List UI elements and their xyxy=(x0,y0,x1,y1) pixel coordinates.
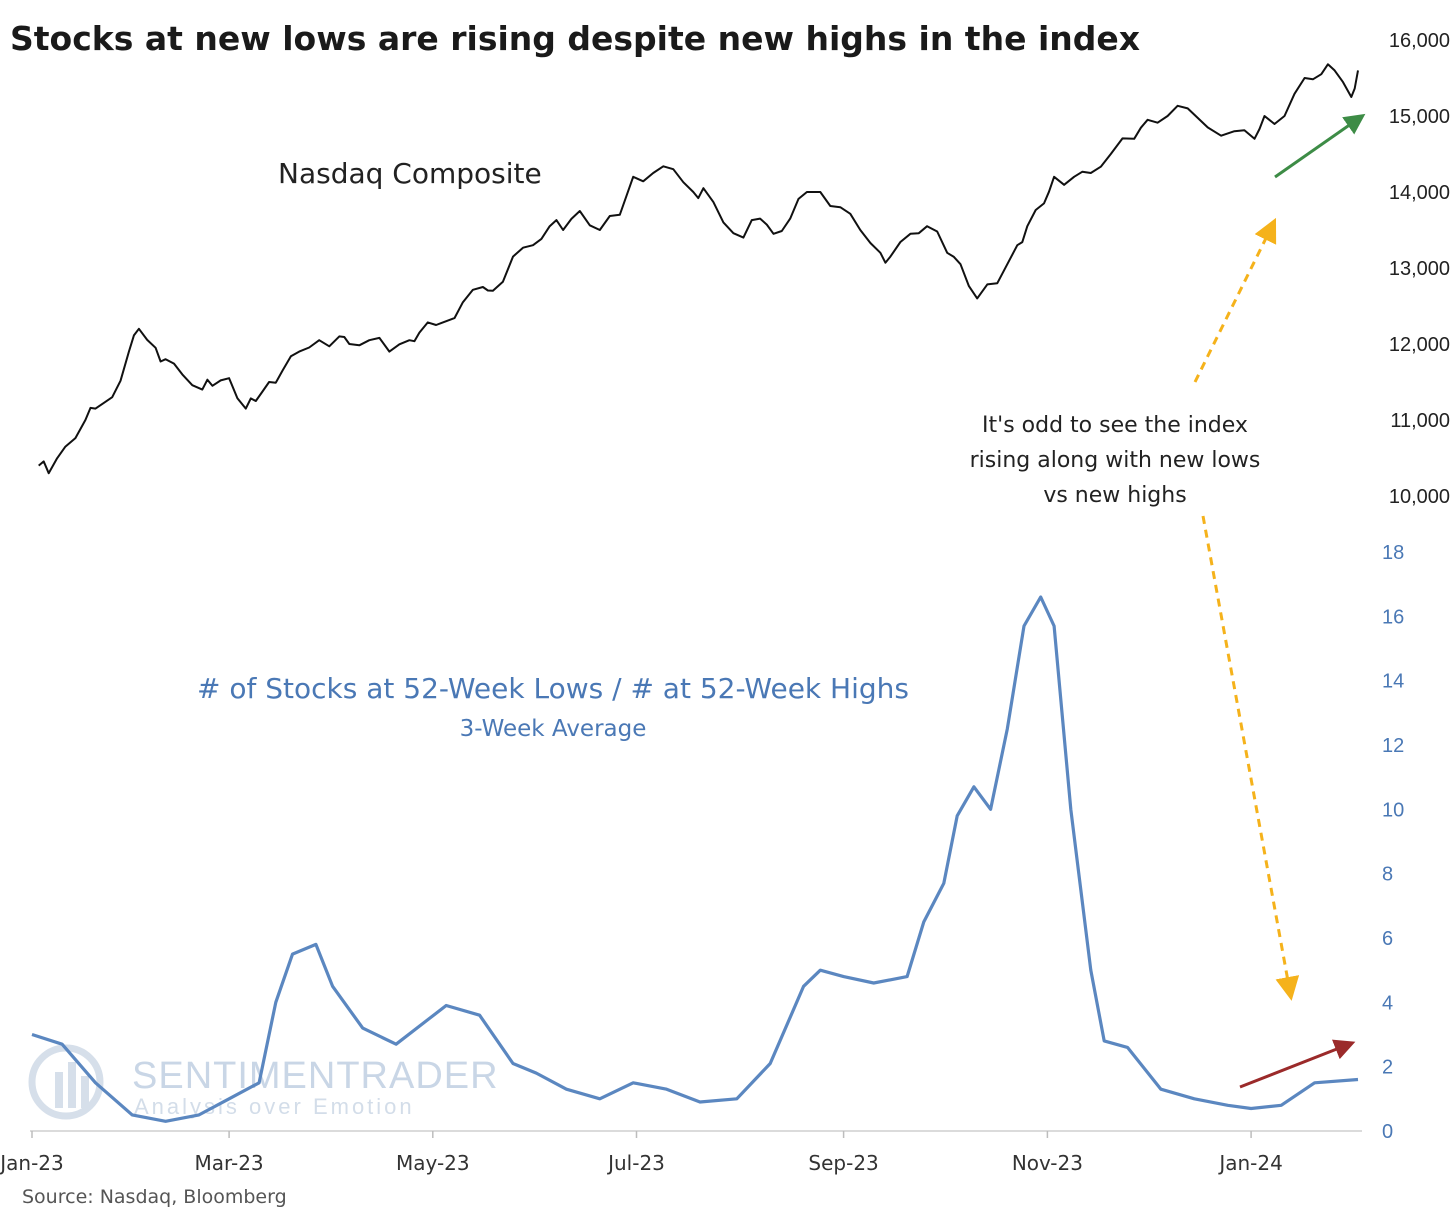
nasdaq-tick-label: 10,000 xyxy=(1389,486,1450,508)
x-tick-label: Jan-24 xyxy=(1217,1151,1283,1175)
nasdaq-tick-label: 11,000 xyxy=(1390,410,1450,432)
source-note: Source: Nasdaq, Bloomberg xyxy=(22,1186,287,1208)
x-axis-ticks: Jan-23 Mar-23 May-23 Jul-23 Sep-23 Nov-23 Jan-… xyxy=(0,1131,1283,1175)
ratio-tick-label: 0 xyxy=(1382,1121,1393,1143)
watermark-logo-icon xyxy=(28,1044,104,1120)
ratio-tick-label: 4 xyxy=(1382,992,1393,1014)
nasdaq-tick-label: 13,000 xyxy=(1389,258,1450,280)
ratio-tick-label: 14 xyxy=(1382,671,1404,693)
ratio-tick-label: 2 xyxy=(1382,1057,1393,1079)
x-tick-label: Sep-23 xyxy=(808,1151,878,1175)
ratio-tick-label: 10 xyxy=(1382,799,1404,821)
ratio-tick-label: 6 xyxy=(1382,928,1393,950)
ratio-tick-label: 8 xyxy=(1382,864,1393,886)
annotation-line-3: vs new highs xyxy=(1043,483,1186,508)
x-tick-label: Nov-23 xyxy=(1012,1151,1083,1175)
nasdaq-tick-label: 12,000 xyxy=(1389,334,1450,356)
red-arrow xyxy=(1239,1039,1356,1089)
ratio-tick-label: 12 xyxy=(1382,735,1404,757)
dashed-arrow-down xyxy=(1201,515,1300,1001)
x-tick-label: Mar-23 xyxy=(195,1151,264,1175)
x-tick-label: May-23 xyxy=(396,1151,470,1175)
chart-title: Stocks at new lows are rising despite ne… xyxy=(10,19,1140,58)
ratio-series-label: # of Stocks at 52-Week Lows / # at 52-We… xyxy=(197,672,909,705)
ratio-tick-label: 16 xyxy=(1382,606,1404,628)
ratio-line xyxy=(31,595,1359,1123)
ratio-series-sublabel: 3-Week Average xyxy=(460,716,647,742)
annotation-line-2: rising along with new lows xyxy=(970,448,1261,473)
annotation: It's odd to see the index rising along w… xyxy=(970,413,1261,508)
annotation-line-1: It's odd to see the index xyxy=(982,413,1248,438)
ratio-tick-label: 18 xyxy=(1382,542,1404,564)
nasdaq-tick-label: 14,000 xyxy=(1389,182,1450,204)
green-arrow xyxy=(1274,113,1366,179)
nasdaq-series-label: Nasdaq Composite xyxy=(278,157,542,190)
nasdaq-tick-label: 15,000 xyxy=(1389,106,1450,128)
dashed-arrow-up xyxy=(1193,217,1277,383)
nasdaq-composite-line xyxy=(38,63,1359,475)
x-tick-label: Jan-23 xyxy=(0,1151,64,1175)
watermark-tagline: Analysis over Emotion xyxy=(134,1094,415,1119)
nasdaq-axis-ticks: 16,000 15,000 14,000 13,000 12,000 11,000 10,0… xyxy=(1389,30,1450,508)
ratio-axis-ticks: 18 16 14 12 10 8 6 4 2 0 xyxy=(1382,542,1404,1143)
watermark-brand: SENTIMENTRADER xyxy=(132,1055,499,1097)
x-tick-label: Jul-23 xyxy=(606,1151,665,1175)
watermark: SENTIMENTRADER Analysis over Emotion xyxy=(28,1044,499,1120)
nasdaq-tick-label: 16,000 xyxy=(1389,30,1450,52)
